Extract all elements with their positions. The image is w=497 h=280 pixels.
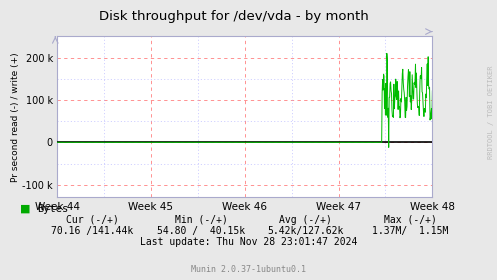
Text: Munin 2.0.37-1ubuntu0.1: Munin 2.0.37-1ubuntu0.1: [191, 265, 306, 274]
Text: Max (-/+): Max (-/+): [384, 215, 436, 225]
Text: Last update: Thu Nov 28 23:01:47 2024: Last update: Thu Nov 28 23:01:47 2024: [140, 237, 357, 247]
Text: 54.80 /  40.15k: 54.80 / 40.15k: [157, 226, 246, 236]
Text: ■: ■: [20, 204, 30, 214]
Text: Bytes: Bytes: [37, 204, 69, 214]
Text: 70.16 /141.44k: 70.16 /141.44k: [51, 226, 133, 236]
Text: Disk throughput for /dev/vda - by month: Disk throughput for /dev/vda - by month: [99, 10, 368, 23]
Text: Min (-/+): Min (-/+): [175, 215, 228, 225]
Text: 1.37M/  1.15M: 1.37M/ 1.15M: [372, 226, 448, 236]
Y-axis label: Pr second read (-) / write (+): Pr second read (-) / write (+): [10, 52, 19, 182]
Text: 5.42k/127.62k: 5.42k/127.62k: [267, 226, 344, 236]
Text: Avg (-/+): Avg (-/+): [279, 215, 332, 225]
Text: RRDTOOL / TOBI OETIKER: RRDTOOL / TOBI OETIKER: [488, 65, 494, 159]
Text: Cur (-/+): Cur (-/+): [66, 215, 118, 225]
